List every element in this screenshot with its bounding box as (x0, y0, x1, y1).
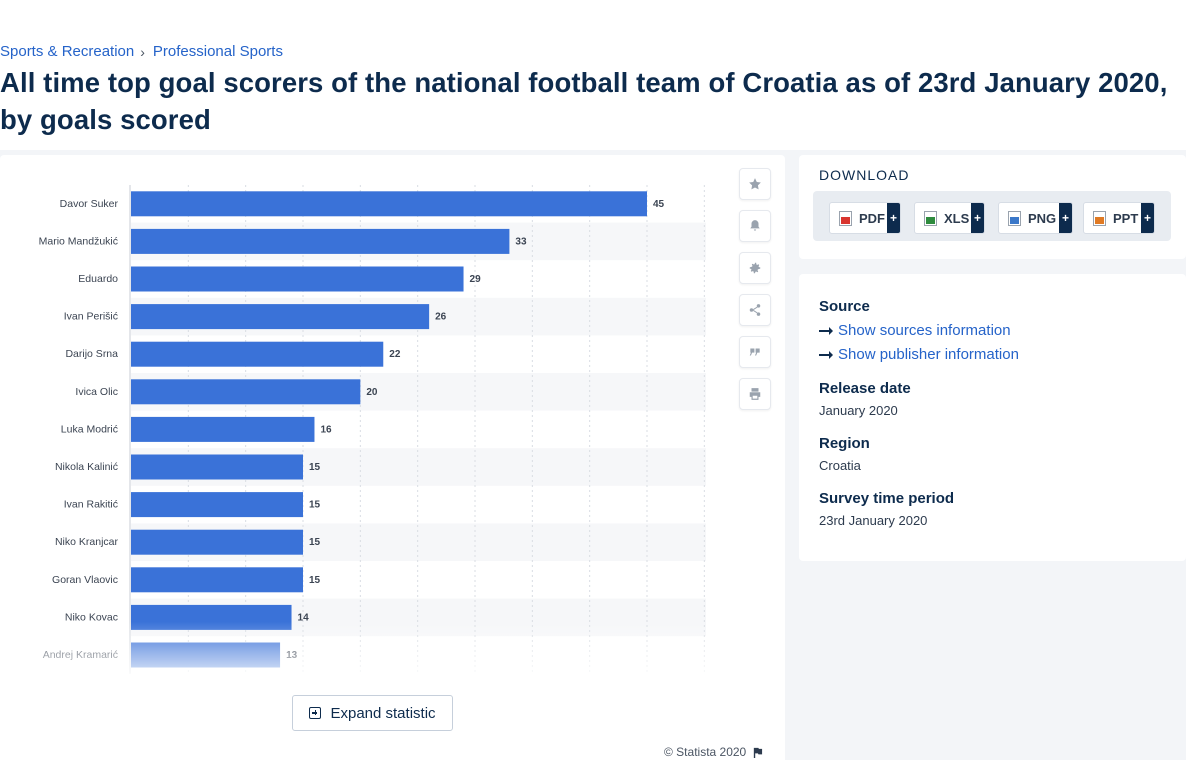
fade-overlay (0, 621, 720, 678)
info-card: Source Show sources information Show pub… (799, 274, 1186, 561)
share-icon (749, 304, 761, 316)
show-publisher-link[interactable]: Show publisher information (819, 346, 1019, 363)
favorite-button[interactable] (739, 168, 771, 200)
category-label: Luka Modrić (61, 423, 118, 435)
share-button[interactable] (739, 294, 771, 326)
breadcrumb: Sports & Recreation › Professional Sport… (0, 43, 283, 60)
png-label: PNG (1028, 210, 1057, 226)
arrow-right-icon (819, 350, 833, 359)
expand-statistic-button[interactable]: Expand statistic (292, 695, 453, 731)
print-icon (749, 388, 761, 400)
xls-label: XLS (944, 210, 970, 226)
region-label: Region (819, 435, 870, 452)
bar (131, 567, 303, 593)
xls-plus: + (971, 203, 984, 233)
region-value: Croatia (819, 458, 861, 473)
release-date-value: January 2020 (819, 403, 898, 418)
pdf-plus: + (887, 203, 900, 233)
download-card: DOWNLOAD PDF + XLS + PNG + PPT + (799, 155, 1186, 259)
data-label: 15 (309, 500, 321, 511)
pdf-label: PDF (859, 210, 885, 226)
data-label: 26 (435, 312, 447, 323)
expand-icon (309, 707, 322, 719)
chart-tools (739, 168, 771, 420)
ppt-label: PPT (1113, 210, 1139, 226)
category-label: Eduardo (78, 273, 118, 285)
bar (131, 492, 303, 518)
show-publisher-label: Show publisher information (838, 346, 1019, 363)
gear-icon (749, 262, 761, 274)
cite-button[interactable] (739, 336, 771, 368)
ppt-file-icon (1093, 210, 1106, 226)
download-ppt-button[interactable]: PPT + (1083, 202, 1155, 234)
bar (131, 304, 430, 330)
download-pdf-button[interactable]: PDF + (829, 202, 901, 234)
data-label: 29 (470, 274, 482, 285)
bar-chart: Davor Suker 45 Mario Mandžukić 33 Eduardo 29 I… (0, 185, 720, 678)
breadcrumb-sports-recreation[interactable]: Sports & Recreation (0, 43, 135, 60)
expand-statistic-label: Expand statistic (330, 704, 436, 722)
data-label: 15 (309, 462, 321, 473)
bar (131, 266, 464, 292)
source-label: Source (819, 298, 870, 315)
settings-button[interactable] (739, 252, 771, 284)
download-title: DOWNLOAD (819, 167, 910, 183)
release-date-label: Release date (819, 380, 911, 397)
category-label: Ivan Perišić (64, 311, 118, 323)
png-file-icon (1008, 210, 1021, 226)
survey-period-value: 23rd January 2020 (819, 513, 928, 528)
bar (131, 416, 315, 442)
show-sources-label: Show sources information (838, 322, 1011, 339)
ppt-plus: + (1141, 203, 1154, 233)
download-bar: PDF + XLS + PNG + PPT + (813, 191, 1171, 241)
pdf-file-icon (839, 210, 852, 226)
flag-icon[interactable] (752, 747, 763, 758)
category-label: Mario Mandžukić (39, 235, 118, 247)
png-plus: + (1059, 203, 1072, 233)
data-label: 14 (298, 612, 310, 623)
category-label: Ivan Rakitić (64, 499, 118, 511)
bar (131, 379, 361, 405)
download-png-button[interactable]: PNG + (998, 202, 1073, 234)
bell-icon (750, 220, 760, 231)
star-icon (749, 178, 761, 190)
data-label: 15 (309, 537, 321, 548)
category-label: Darijo Srna (65, 348, 118, 360)
data-label: 33 (515, 236, 527, 247)
category-label: Nikola Kalinić (55, 461, 118, 473)
print-button[interactable] (739, 378, 771, 410)
category-label: Davor Suker (60, 198, 119, 210)
data-label: 16 (320, 424, 332, 435)
data-label: 20 (366, 387, 378, 398)
bar (131, 228, 510, 254)
quote-icon (749, 348, 760, 356)
bar (131, 341, 384, 367)
top-band (0, 0, 1186, 150)
category-label: Niko Kranjcar (55, 536, 119, 548)
breadcrumb-separator: › (140, 43, 145, 60)
bar (131, 529, 303, 555)
xls-file-icon (924, 210, 937, 226)
statista-credit[interactable]: © Statista 2020 (664, 745, 763, 759)
breadcrumb-professional-sports[interactable]: Professional Sports (152, 43, 283, 60)
data-label: 15 (309, 575, 321, 586)
data-label: 45 (653, 199, 665, 210)
bar (131, 454, 303, 480)
credit-text: © Statista 2020 (664, 745, 747, 759)
survey-period-label: Survey time period (819, 490, 955, 507)
page-title: All time top goal scorers of the nationa… (0, 67, 1168, 135)
arrow-right-icon (819, 326, 833, 335)
bar (131, 191, 647, 217)
category-label: Ivica Olic (75, 386, 118, 398)
show-sources-link[interactable]: Show sources information (819, 322, 1011, 339)
category-label: Goran Vlaovic (52, 574, 118, 586)
chart-card: Davor Suker 45 Mario Mandžukić 33 Eduardo 29 I… (0, 155, 785, 760)
download-xls-button[interactable]: XLS + (914, 202, 985, 234)
data-label: 22 (389, 349, 401, 360)
notification-button[interactable] (739, 210, 771, 242)
category-label: Niko Kovac (65, 611, 118, 623)
